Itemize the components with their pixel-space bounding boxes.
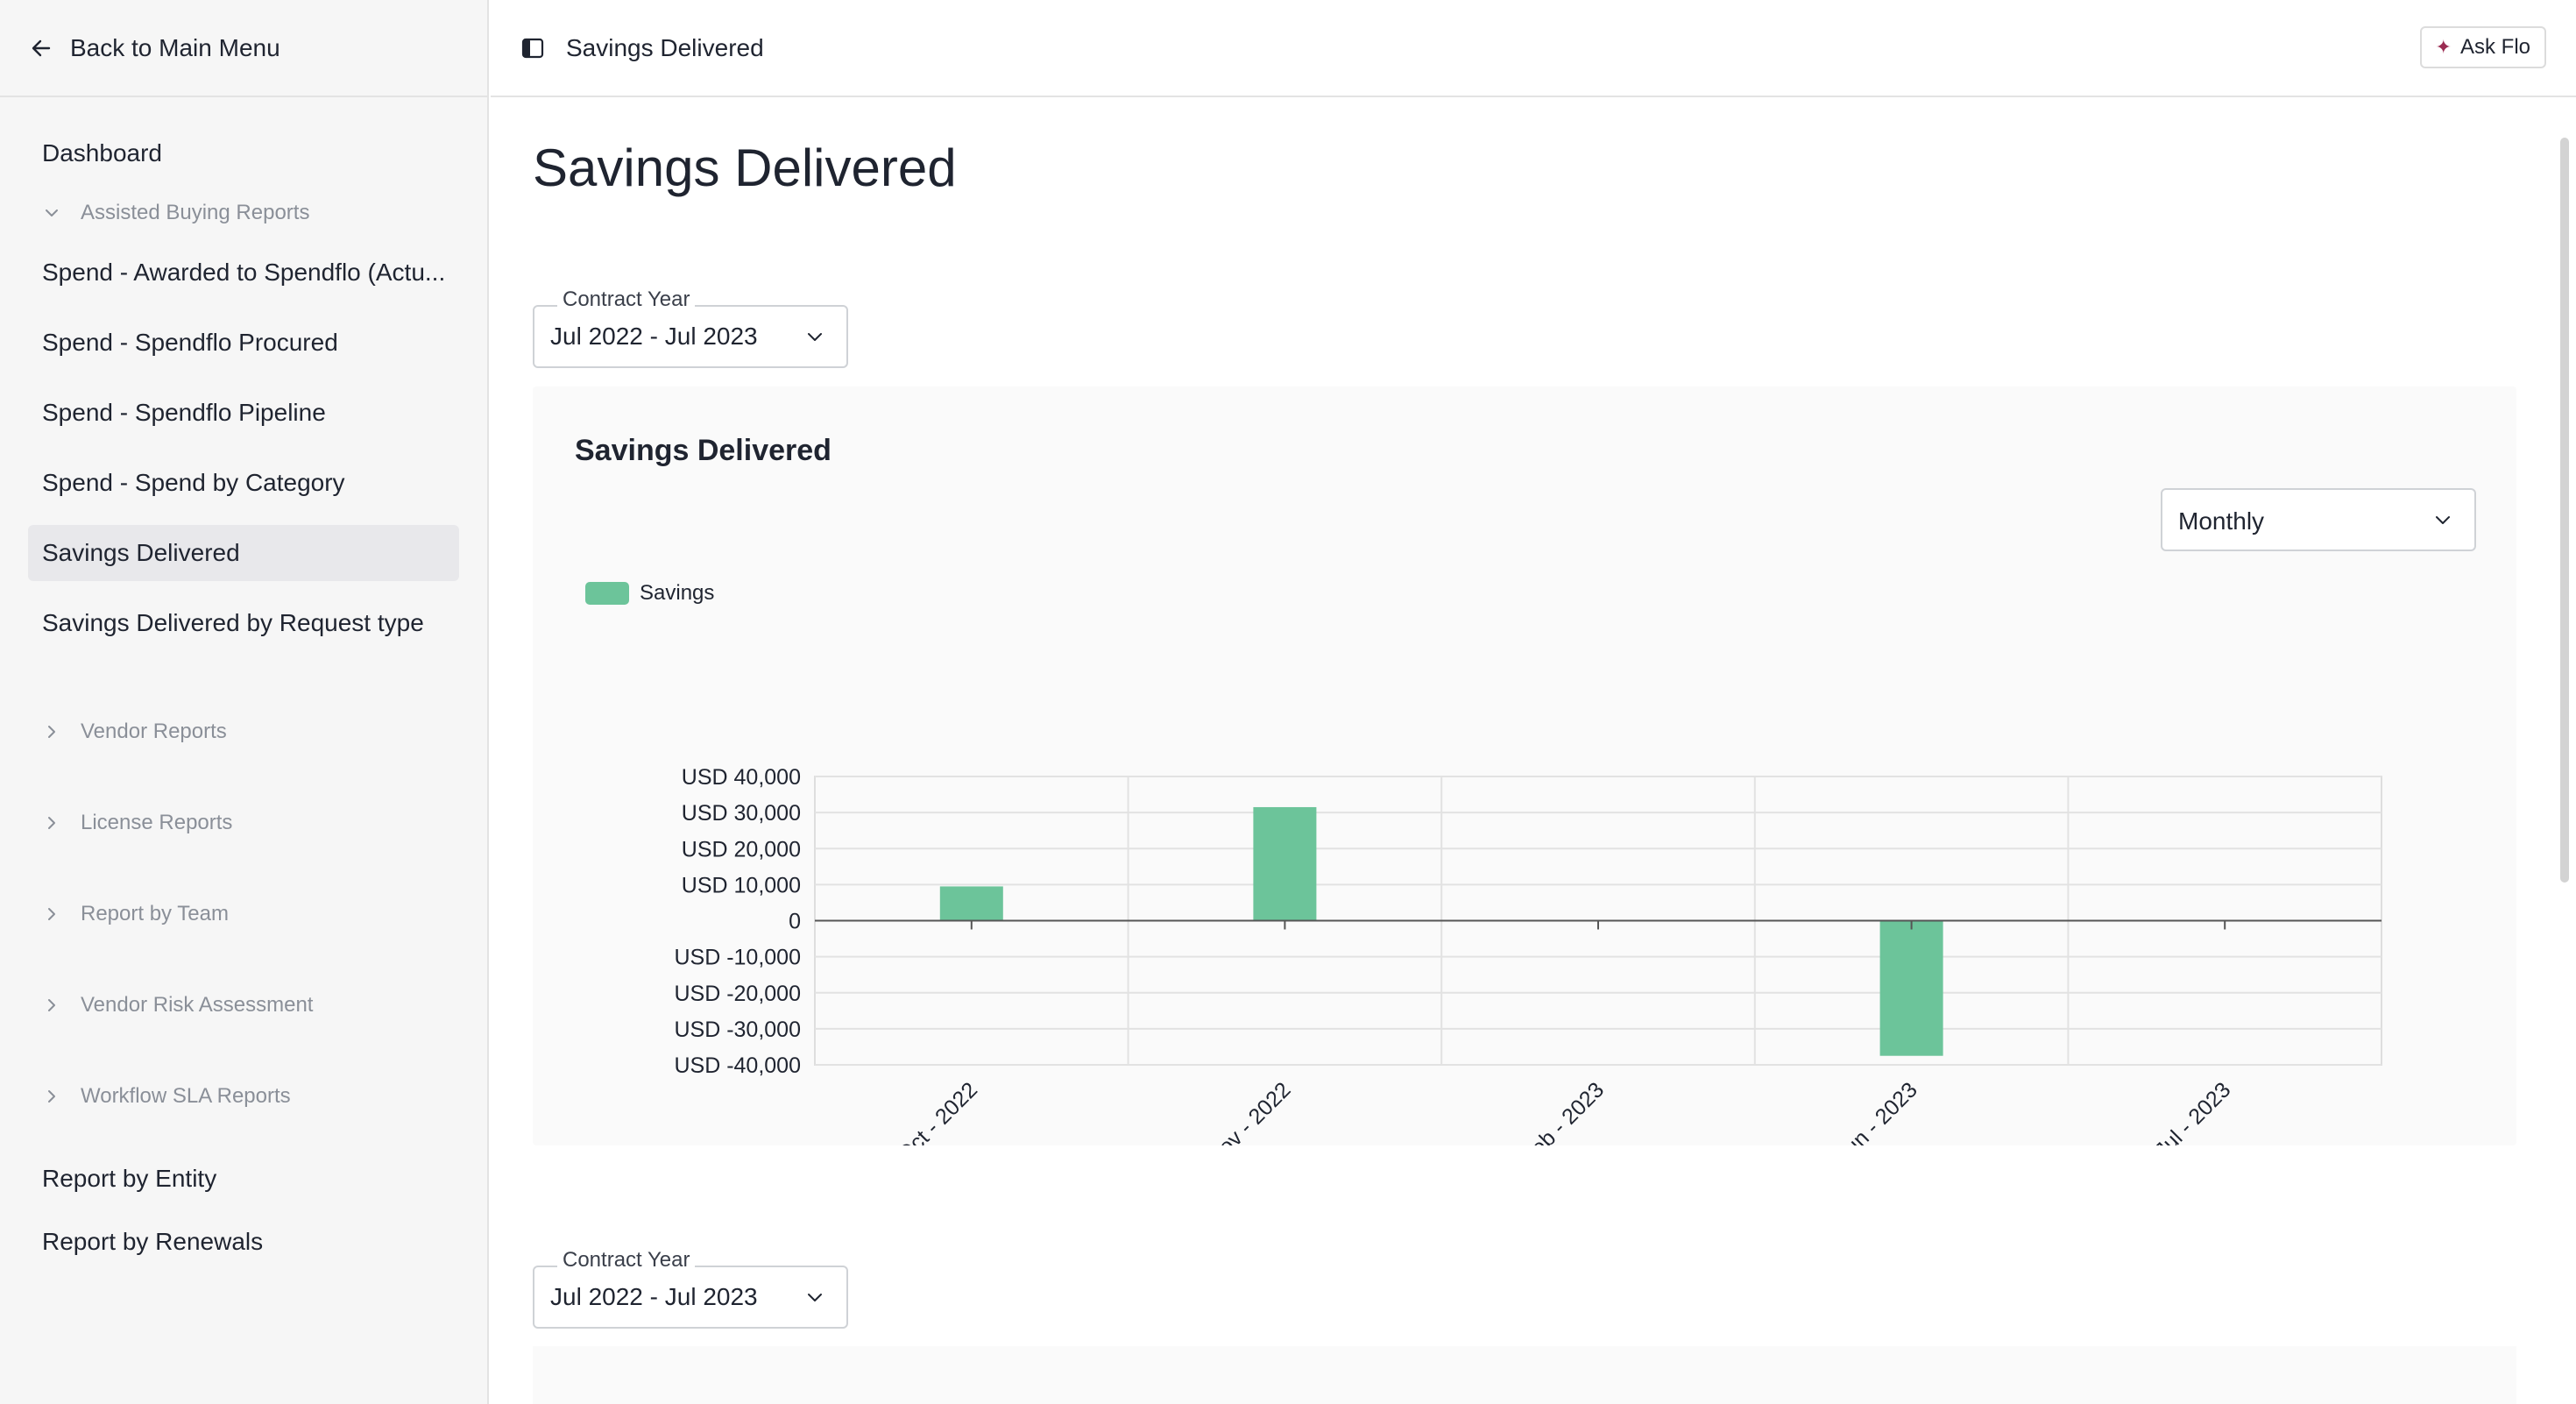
period-select-value: Monthly <box>2178 507 2265 535</box>
sidebar-group-label: Report by Team <box>81 902 229 925</box>
savings-bar-chart: USD 40,000 USD 30,000 USD 20,000 USD 10,000… <box>674 765 2382 1145</box>
top-header: Savings Delivered ✦ Ask Flo <box>491 0 2576 97</box>
sidebar-item-label: Dashboard <box>42 139 162 167</box>
sidebar-item-spend-pipeline[interactable]: Spend - Spendflo Pipeline <box>28 385 459 441</box>
x-tick-label: Feb - 2023 <box>1517 1077 1609 1145</box>
y-tick-label: USD 40,000 <box>682 765 801 790</box>
ask-flo-label: Ask Flo <box>2459 35 2530 59</box>
chart-legend[interactable]: Savings <box>585 581 714 606</box>
sidebar-item-label: Report by Entity <box>42 1165 217 1192</box>
sidebar-item-label: Spend - Spendflo Pipeline <box>42 399 326 426</box>
sidebar-toggle-icon[interactable] <box>520 36 545 60</box>
sidebar: Back to Main Menu Dashboard Assisted Buy… <box>0 0 489 1404</box>
sidebar-group-vendor-reports[interactable]: Vendor Reports <box>28 686 459 777</box>
bar-oct-2022 <box>939 886 1003 921</box>
sidebar-item-spend-procured[interactable]: Spend - Spendflo Procured <box>28 315 459 371</box>
contract-year-label: Contract Year <box>557 1248 696 1273</box>
chevron-right-icon <box>42 722 61 741</box>
breadcrumb-title: Savings Delivered <box>566 33 764 61</box>
sidebar-item-spend-awarded[interactable]: Spend - Awarded to Spendflo (Actu... <box>28 245 459 301</box>
sidebar-item-spend-by-category[interactable]: Spend - Spend by Category <box>28 455 459 511</box>
period-select[interactable]: Monthly <box>2161 488 2476 551</box>
sidebar-item-report-by-renewals[interactable]: Report by Renewals <box>28 1210 459 1273</box>
back-to-main-menu-link[interactable]: Back to Main Menu <box>0 0 487 97</box>
contract-year-select-2[interactable]: Contract Year Jul 2022 - Jul 2023 <box>533 1248 848 1329</box>
sidebar-item-savings-by-request-type[interactable]: Savings Delivered by Request type <box>28 595 459 651</box>
sidebar-group-vendor-risk-assessment[interactable]: Vendor Risk Assessment <box>28 960 459 1051</box>
sidebar-item-label: Spend - Awarded to Spendflo (Actu... <box>42 259 446 286</box>
x-tick-label: Nov - 2022 <box>1202 1077 1295 1145</box>
bar-jun-2023 <box>1879 920 1943 1056</box>
ask-flo-button[interactable]: ✦ Ask Flo <box>2419 26 2546 68</box>
sidebar-nav: Dashboard Assisted Buying Reports Spend … <box>0 97 487 1273</box>
contract-year-value: Jul 2022 - Jul 2023 <box>550 1283 758 1310</box>
sidebar-group-workflow-sla-reports[interactable]: Workflow SLA Reports <box>28 1051 459 1142</box>
x-tick-label: Oct - 2022 <box>893 1077 982 1145</box>
legend-label: Savings <box>640 581 715 605</box>
sidebar-group-license-reports[interactable]: License Reports <box>28 777 459 869</box>
savings-chart-card: Savings Delivered Monthly Savings USD 40… <box>533 386 2516 1145</box>
sparkle-icon: ✦ <box>2435 36 2452 58</box>
sidebar-item-savings-delivered[interactable]: Savings Delivered <box>28 525 459 581</box>
main-content: Savings Delivered Contract Year Jul 2022… <box>491 99 2576 1404</box>
sidebar-group-label: Vendor Reports <box>81 720 227 743</box>
sidebar-group-label: License Reports <box>81 811 233 834</box>
second-chart-card <box>533 1346 2516 1404</box>
sidebar-group-label: Workflow SLA Reports <box>81 1084 291 1108</box>
contract-year-value: Jul 2022 - Jul 2023 <box>550 323 758 350</box>
bar-nov-2022 <box>1253 806 1317 921</box>
legend-swatch <box>585 582 629 605</box>
contract-year-label: Contract Year <box>557 287 696 312</box>
back-label: Back to Main Menu <box>70 33 280 61</box>
page-title: Savings Delivered <box>533 138 957 197</box>
arrow-left-icon <box>30 37 53 60</box>
chevron-right-icon <box>42 813 61 833</box>
sidebar-item-dashboard[interactable]: Dashboard <box>28 125 459 181</box>
sidebar-item-label: Spend - Spend by Category <box>42 469 345 496</box>
sidebar-item-report-by-entity[interactable]: Report by Entity <box>28 1147 459 1210</box>
chevron-right-icon <box>42 904 61 924</box>
chevron-down-icon <box>42 203 61 223</box>
chevron-right-icon <box>42 996 61 1015</box>
sidebar-group-report-by-team[interactable]: Report by Team <box>28 869 459 960</box>
sidebar-group-label: Assisted Buying Reports <box>81 201 310 224</box>
y-tick-label: USD 20,000 <box>682 837 801 862</box>
chart-title: Savings Delivered <box>575 434 832 467</box>
sidebar-group-assisted-buying-reports[interactable]: Assisted Buying Reports <box>28 181 459 245</box>
scrollbar[interactable] <box>2560 138 2569 883</box>
y-tick-label: USD 10,000 <box>682 873 801 897</box>
y-tick-label: USD -20,000 <box>674 982 801 1006</box>
sidebar-item-label: Savings Delivered by Request type <box>42 609 424 636</box>
y-tick-label: USD 30,000 <box>682 801 801 826</box>
chevron-right-icon <box>42 1087 61 1106</box>
sidebar-item-label: Savings Delivered <box>42 539 240 566</box>
x-tick-label: Jun - 2023 <box>1832 1077 1922 1145</box>
y-tick-label: USD -40,000 <box>674 1053 801 1078</box>
chevron-down-icon <box>804 1287 825 1308</box>
y-tick-label: USD -10,000 <box>674 946 801 970</box>
contract-year-select[interactable]: Contract Year Jul 2022 - Jul 2023 <box>533 287 848 368</box>
chevron-down-icon <box>2432 509 2453 530</box>
y-tick-label: USD -30,000 <box>674 1018 801 1042</box>
sidebar-group-label: Vendor Risk Assessment <box>81 993 314 1017</box>
y-tick-label: 0 <box>789 910 801 934</box>
x-tick-label: Jul - 2023 <box>2150 1077 2235 1145</box>
sidebar-item-label: Spend - Spendflo Procured <box>42 329 338 356</box>
sidebar-item-label: Report by Renewals <box>42 1228 264 1255</box>
chevron-down-icon <box>804 326 825 347</box>
